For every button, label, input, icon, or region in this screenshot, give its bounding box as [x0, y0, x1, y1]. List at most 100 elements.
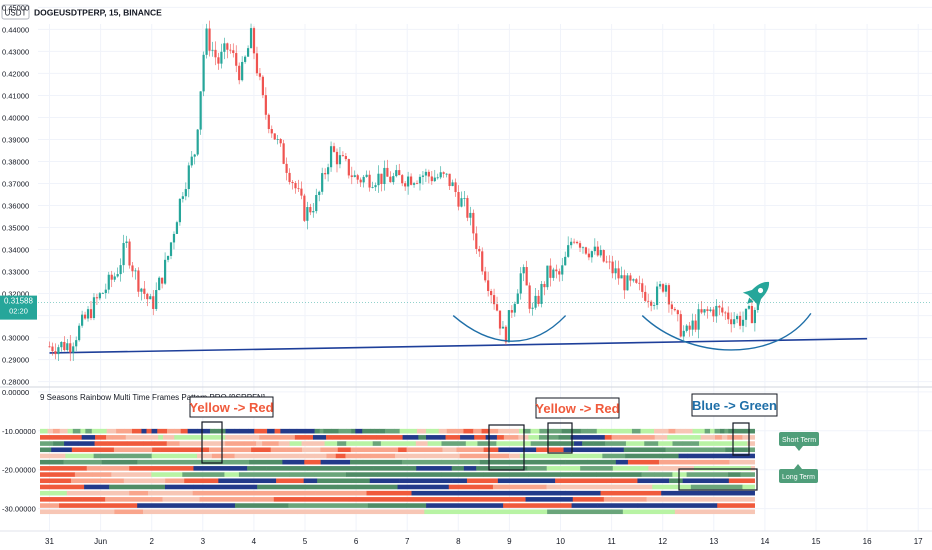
- candle-body: [481, 251, 484, 272]
- candle-body: [101, 293, 104, 294]
- price-axis[interactable]: 0.45000 0.44000 0.43000 0.42000 0.41000 0.400…: [2, 3, 29, 386]
- candle-body: [335, 151, 339, 165]
- band-segment: [498, 447, 526, 453]
- band-segment: [463, 428, 474, 434]
- band-segment: [113, 447, 133, 453]
- band-segment: [668, 428, 676, 434]
- band-segment: [681, 435, 695, 440]
- currency-badge-label: USDT: [5, 9, 27, 18]
- band-segment: [163, 435, 175, 440]
- band-segment: [101, 459, 138, 465]
- band-segment: [687, 453, 714, 459]
- candle-body: [608, 261, 611, 263]
- currency-badge[interactable]: USDT: [1, 4, 30, 20]
- candle-body: [676, 310, 679, 315]
- candle-body: [442, 172, 445, 174]
- band-segment: [157, 428, 168, 434]
- candle-body: [427, 171, 430, 177]
- candle-body: [750, 306, 754, 324]
- candle-body: [688, 325, 691, 330]
- candle-body: [83, 314, 87, 319]
- band-segment: [496, 441, 505, 446]
- candle-body: [540, 283, 543, 304]
- band-segment: [598, 435, 606, 440]
- candle-body: [51, 346, 54, 352]
- band-segment: [603, 497, 647, 502]
- band-segment: [82, 447, 93, 453]
- candle-body: [365, 174, 368, 177]
- band-segment: [725, 447, 748, 453]
- band-segment: [522, 490, 566, 496]
- candle-body: [421, 175, 425, 177]
- band-segment: [372, 441, 382, 446]
- rocket-icon: [742, 281, 770, 309]
- candle-body: [125, 241, 128, 244]
- band-segment: [530, 428, 540, 434]
- band-segment: [148, 490, 194, 496]
- candle-body: [187, 165, 190, 190]
- band-segment: [256, 441, 263, 446]
- candle-body: [510, 310, 513, 313]
- band-segment: [675, 428, 681, 434]
- candle-body: [567, 245, 570, 257]
- candle-body: [703, 309, 706, 313]
- candle-body: [318, 191, 321, 196]
- band-segment: [377, 472, 414, 477]
- candle-body: [377, 173, 380, 186]
- band-segment: [238, 435, 249, 440]
- band-segment: [276, 478, 304, 484]
- band-segment: [211, 453, 235, 459]
- band-segment: [326, 453, 337, 459]
- band-segment: [314, 472, 347, 477]
- candle-body: [386, 167, 389, 177]
- candle-body: [217, 57, 220, 64]
- band-segment: [420, 428, 427, 434]
- candle-body: [347, 159, 350, 176]
- band-segment: [151, 428, 158, 434]
- candle-body: [178, 198, 182, 223]
- band-segment: [289, 472, 315, 477]
- candle-body: [572, 241, 576, 243]
- band-segment: [674, 509, 753, 515]
- callout-yellow-red-1-label: Yellow -> Red: [189, 400, 273, 415]
- band-segment: [395, 453, 405, 459]
- band-segment: [477, 441, 497, 446]
- band-segment: [409, 428, 418, 434]
- band-segment: [131, 428, 142, 434]
- candle-body: [220, 51, 223, 64]
- band-segment: [387, 435, 403, 440]
- candle-body: [721, 307, 724, 313]
- candle-body: [537, 295, 540, 304]
- band-segment: [528, 435, 540, 440]
- candle-body: [682, 330, 685, 337]
- band-segment: [174, 435, 190, 440]
- candle-body: [596, 246, 599, 256]
- band-segment: [360, 453, 372, 459]
- band-segment: [498, 459, 511, 465]
- band-segment: [546, 484, 598, 490]
- candle-body: [433, 177, 436, 182]
- candle-body: [270, 129, 273, 134]
- candle-body: [131, 265, 134, 272]
- band-segment: [365, 435, 377, 440]
- band-segment: [179, 441, 193, 446]
- candle-body: [48, 346, 51, 348]
- candle-body: [599, 250, 602, 256]
- band-segment: [351, 478, 371, 484]
- band-segment: [267, 453, 300, 459]
- band-segment: [583, 435, 599, 440]
- band-segment: [539, 435, 547, 440]
- candle-body: [66, 343, 69, 351]
- candle-body: [181, 196, 184, 199]
- candle-body: [72, 346, 75, 353]
- time-axis[interactable]: 31 Jun 2 3 4 5 6 7 8 9 10 11 12 13 14 15 16 17: [45, 537, 923, 546]
- candle-body: [478, 248, 481, 252]
- band-segment: [142, 435, 159, 440]
- band-segment: [345, 472, 378, 477]
- candle-body: [638, 282, 641, 284]
- candle-body: [578, 243, 582, 248]
- band-segment: [196, 459, 212, 465]
- band-segment: [439, 435, 446, 440]
- band-segment: [337, 441, 347, 446]
